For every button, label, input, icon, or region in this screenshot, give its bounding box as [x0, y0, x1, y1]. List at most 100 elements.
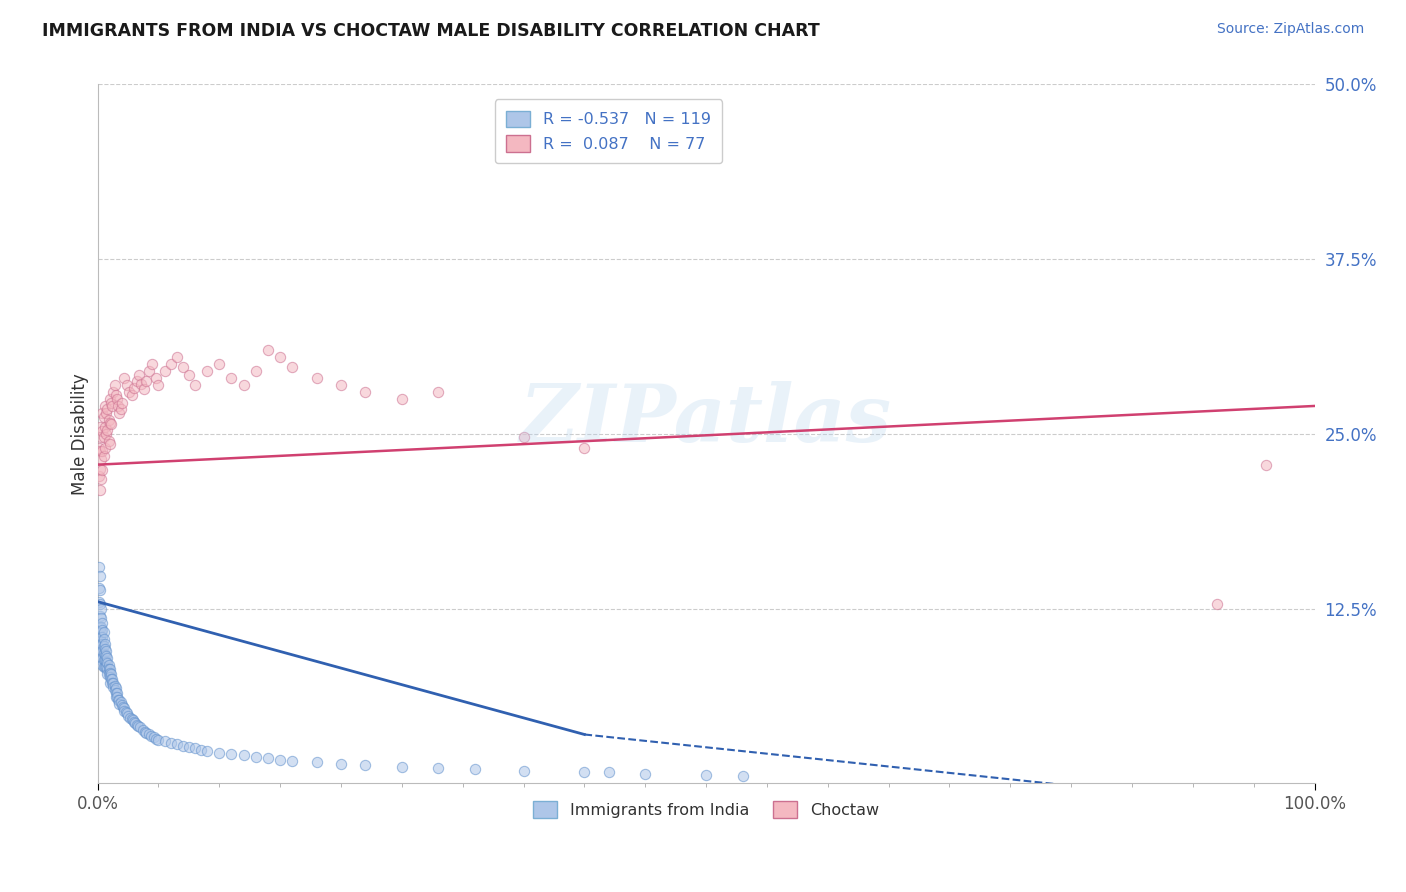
Point [91, 623, 114, 637]
Point [90, 601, 112, 615]
Text: IMMIGRANTS FROM INDIA VS CHOCTAW MALE DISABILITY CORRELATION CHART: IMMIGRANTS FROM INDIA VS CHOCTAW MALE DI… [42, 22, 820, 40]
Point [90, 653, 112, 667]
Point [427, 761, 450, 775]
Point [132, 382, 155, 396]
Point [101, 672, 124, 686]
Point [391, 759, 413, 773]
Point [512, 764, 534, 778]
Point [90, 611, 112, 625]
Point [104, 682, 127, 697]
Point [90, 452, 112, 467]
Point [142, 731, 165, 745]
Point [91, 650, 114, 665]
Point [93, 653, 115, 667]
Point [108, 697, 131, 711]
Point [89, 443, 111, 458]
Legend: Immigrants from India, Choctaw: Immigrants from India, Choctaw [527, 795, 886, 824]
Point [129, 721, 152, 735]
Point [121, 388, 143, 402]
Point [221, 371, 243, 385]
Point [104, 685, 127, 699]
Point [89, 637, 111, 651]
Point [195, 364, 218, 378]
Point [105, 685, 128, 699]
Point [105, 392, 128, 406]
Point [91, 643, 114, 657]
Point [105, 690, 128, 704]
Point [89, 569, 111, 583]
Point [135, 374, 157, 388]
Point [111, 698, 134, 712]
Point [98, 392, 121, 406]
Point [124, 716, 146, 731]
Point [97, 434, 120, 448]
Point [148, 733, 170, 747]
Point [98, 436, 121, 450]
Point [100, 417, 122, 431]
Point [100, 672, 122, 686]
Point [93, 646, 115, 660]
Point [145, 371, 167, 385]
Point [93, 632, 115, 647]
Point [184, 741, 207, 756]
Point [98, 665, 121, 680]
Point [89, 420, 111, 434]
Point [89, 483, 111, 497]
Point [93, 450, 115, 464]
Point [138, 364, 160, 378]
Point [89, 620, 111, 634]
Point [354, 384, 377, 399]
Point [93, 410, 115, 425]
Point [103, 675, 125, 690]
Point [96, 423, 118, 437]
Point [96, 662, 118, 676]
Point [90, 472, 112, 486]
Point [190, 743, 212, 757]
Point [94, 637, 117, 651]
Point [195, 744, 218, 758]
Point [96, 650, 118, 665]
Point [90, 640, 112, 654]
Point [104, 378, 127, 392]
Point [91, 424, 114, 438]
Point [139, 729, 162, 743]
Point [103, 384, 125, 399]
Point [94, 642, 117, 657]
Point [90, 430, 112, 444]
Point [110, 695, 132, 709]
Point [94, 660, 117, 674]
Point [112, 699, 135, 714]
Point [354, 758, 377, 772]
Point [103, 680, 125, 694]
Point [598, 765, 620, 780]
Point [177, 368, 200, 383]
Point [122, 714, 145, 729]
Point [1206, 598, 1229, 612]
Point [232, 378, 254, 392]
Point [93, 660, 115, 674]
Point [97, 413, 120, 427]
Point [145, 731, 167, 746]
Point [330, 378, 353, 392]
Point [305, 371, 328, 385]
Point [94, 649, 117, 664]
Point [221, 747, 243, 761]
Point [87, 468, 110, 483]
Point [125, 717, 148, 731]
Point [104, 690, 127, 704]
Point [104, 681, 127, 696]
Point [159, 736, 181, 750]
Point [111, 396, 134, 410]
Point [91, 637, 114, 651]
Point [305, 756, 328, 770]
Point [141, 357, 163, 371]
Point [94, 660, 117, 674]
Point [115, 706, 138, 721]
Point [91, 463, 114, 477]
Point [101, 399, 124, 413]
Point [89, 462, 111, 476]
Point [98, 416, 121, 430]
Point [112, 701, 135, 715]
Point [87, 581, 110, 595]
Point [107, 399, 129, 413]
